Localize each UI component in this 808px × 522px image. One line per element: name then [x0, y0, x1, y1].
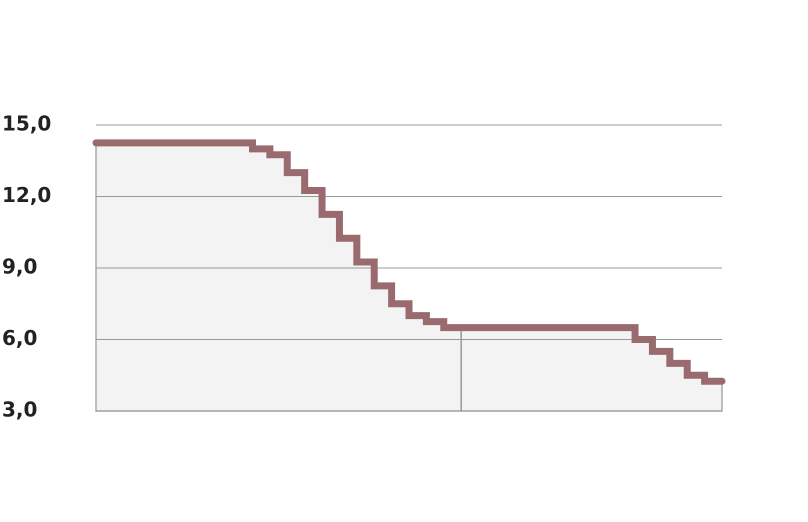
step-line — [92, 139, 726, 385]
y-tick-label: 9,0 — [2, 255, 37, 279]
y-tick-label: 3,0 — [2, 398, 37, 422]
y-tick-label: 15,0 — [2, 112, 51, 136]
y-tick-label: 12,0 — [2, 183, 51, 207]
area — [95, 142, 723, 412]
y-tick-label: 6,0 — [2, 326, 37, 350]
